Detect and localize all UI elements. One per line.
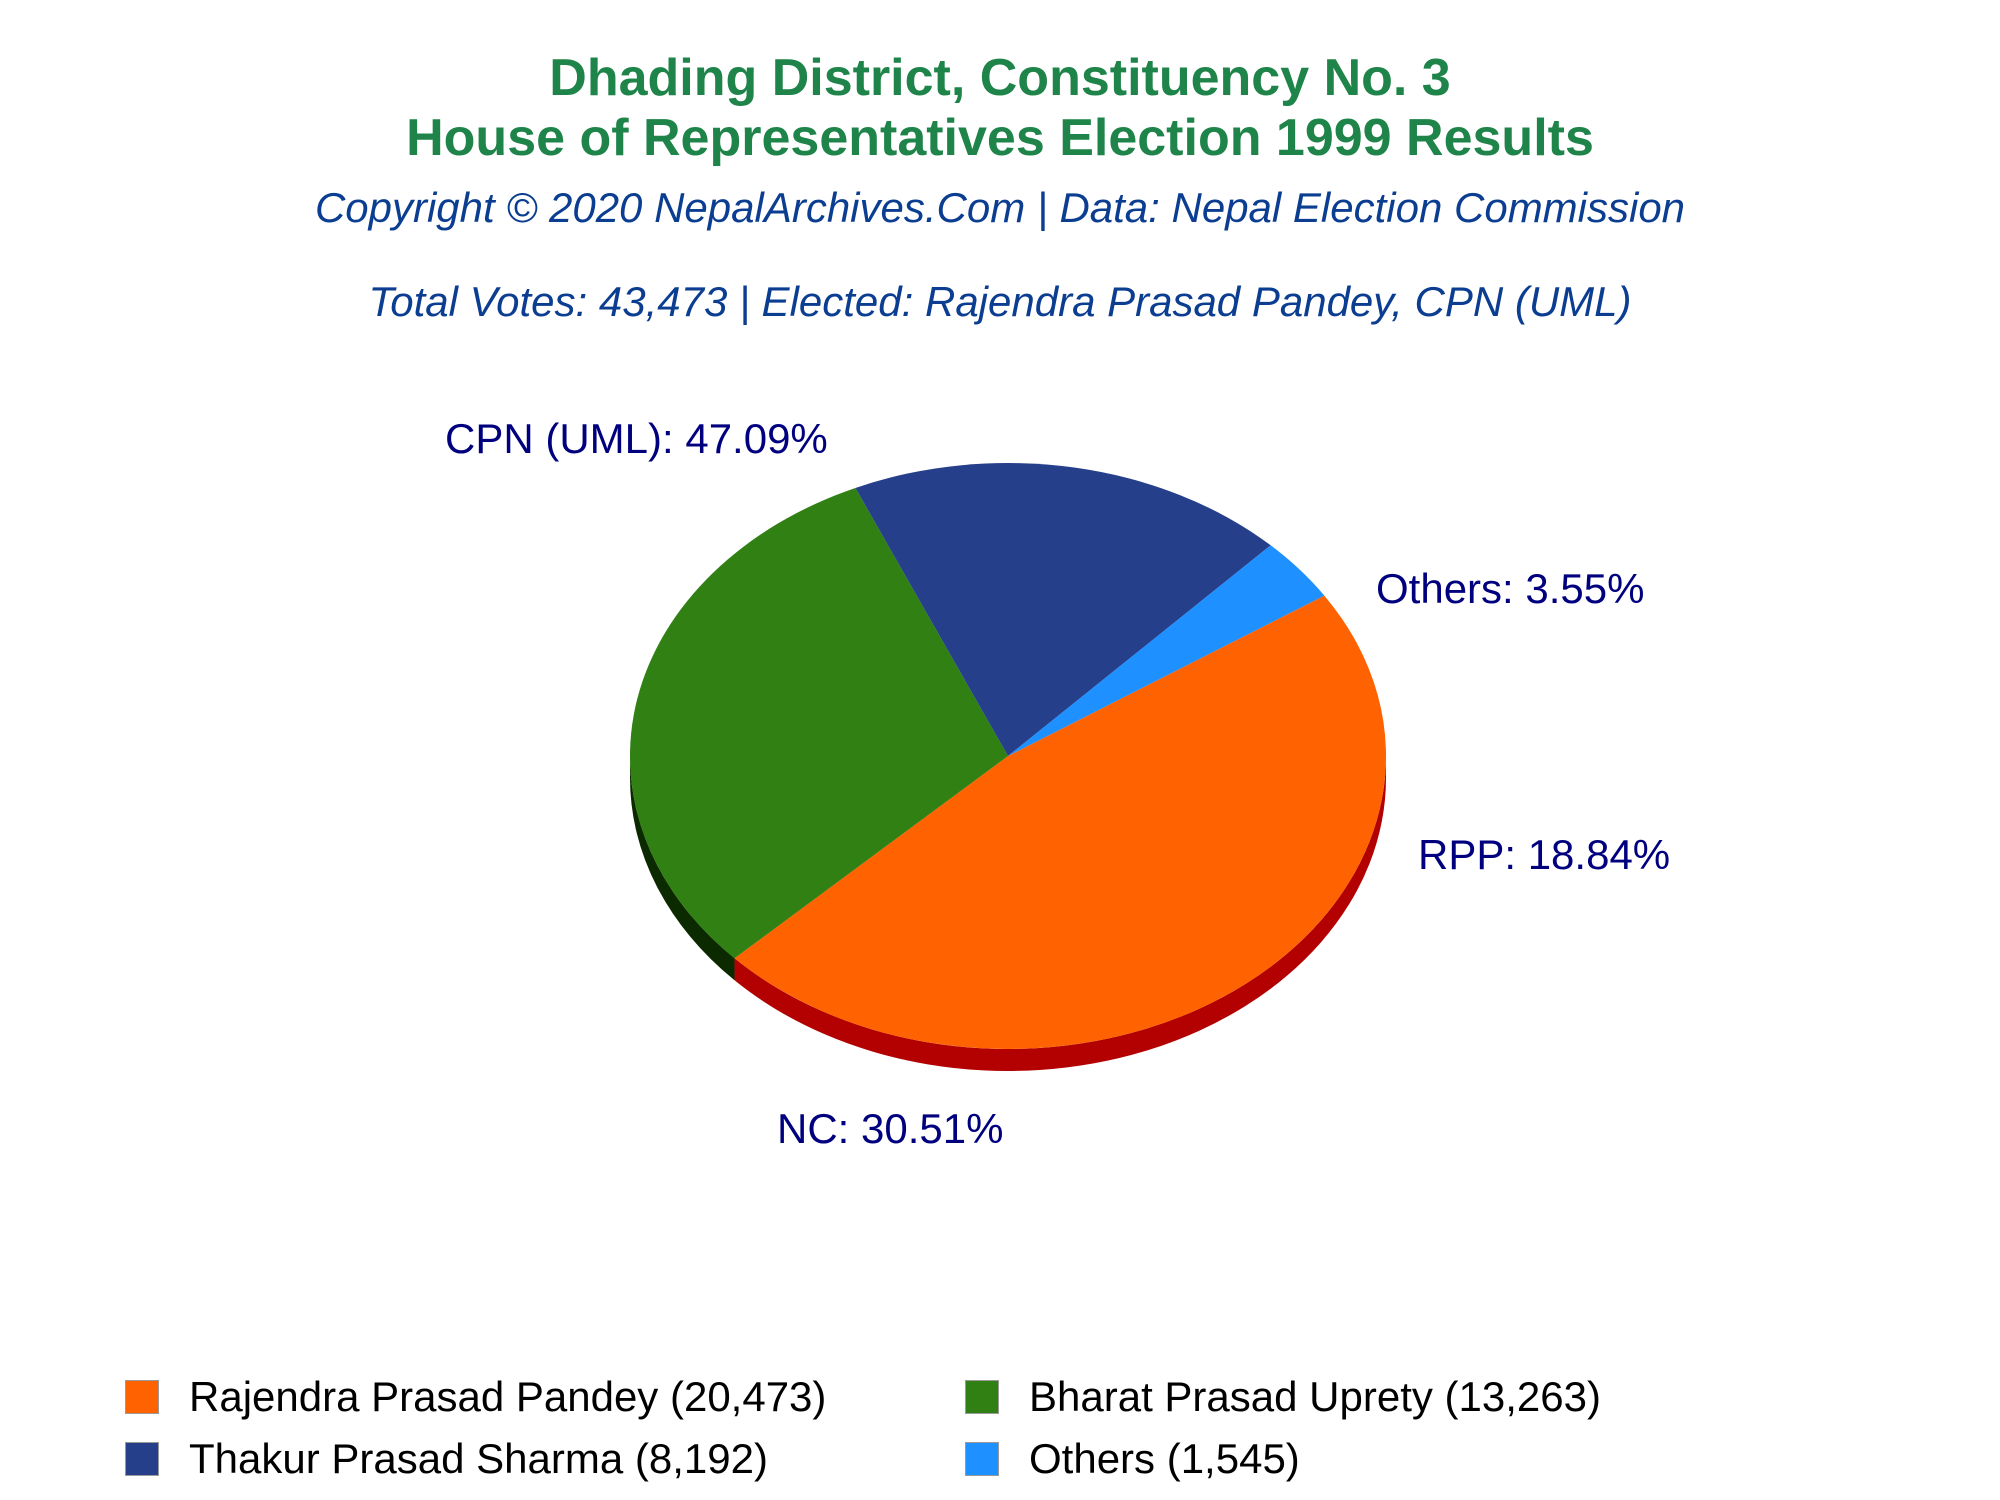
slice-others: [1008, 545, 1325, 756]
slice-label-others: Others: 3.55%: [1376, 565, 1644, 612]
legend-item-rajendra-prasad-pandey: Rajendra Prasad Pandey (20,473): [125, 1373, 826, 1421]
slice-label-rpp: RPP: 18.84%: [1418, 831, 1670, 878]
legend-label: Others (1,545): [1029, 1435, 1300, 1482]
pie-3d-sides: [630, 756, 1386, 1071]
chart-title: Dhading District, Constituency No. 3: [549, 49, 1451, 107]
legend-label: Bharat Prasad Uprety (13,263): [1029, 1373, 1601, 1420]
legend-swatch: [965, 1380, 999, 1414]
legend-item-bharat-prasad-uprety: Bharat Prasad Uprety (13,263): [965, 1373, 1601, 1421]
slice-label-nc: NC: 30.51%: [777, 1105, 1003, 1152]
chart-subtitle: Copyright © 2020 NepalArchives.Com | Dat…: [314, 184, 1686, 231]
legend-swatch: [125, 1442, 159, 1476]
legend-label: Rajendra Prasad Pandey (20,473): [189, 1373, 827, 1420]
slice-rpp: [855, 463, 1271, 756]
legend-label: Thakur Prasad Sharma (8,192): [189, 1435, 768, 1482]
legend-item-others: Others (1,545): [965, 1435, 1300, 1483]
slice-nc: [629, 487, 1008, 959]
pie-labels: CPN (UML): 47.09% NC: 30.51% RPP: 18.84%…: [445, 415, 1670, 1152]
chart-summary: Total Votes: 43,473 | Elected: Rajendra …: [368, 278, 1632, 325]
slice-side-nc: [630, 756, 735, 981]
slice-label-cpn-uml: CPN (UML): 47.09%: [445, 415, 828, 462]
legend-swatch: [125, 1380, 159, 1414]
legend-swatch: [965, 1442, 999, 1476]
chart-title-line2: House of Representatives Election 1999 R…: [406, 109, 1594, 167]
legend-item-thakur-prasad-sharma: Thakur Prasad Sharma (8,192): [125, 1435, 768, 1483]
slice-cpn-uml: [734, 595, 1387, 1050]
pie-slices: [629, 463, 1387, 1050]
